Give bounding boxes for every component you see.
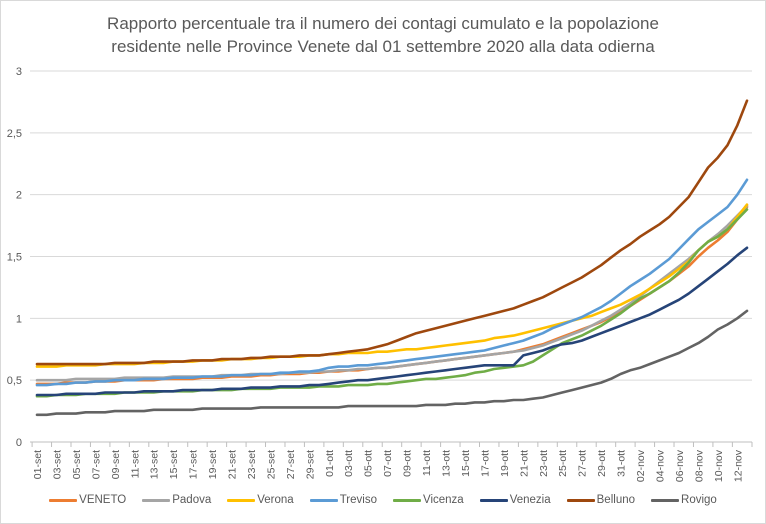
x-tick-label: 29-set: [304, 450, 316, 479]
legend-item-veneto: VENETO: [49, 494, 126, 506]
x-tick-label: 03-set: [51, 450, 63, 479]
x-tick-label: 23-ott: [538, 450, 550, 477]
x-tick-label: 21-set: [227, 450, 239, 479]
legend-item-belluno: Belluno: [566, 494, 636, 506]
y-tick-label: 3: [16, 66, 22, 78]
y-tick-label: 2,5: [7, 128, 22, 140]
x-tick-label: 09-set: [110, 450, 122, 479]
legend-swatch: [479, 498, 508, 502]
x-tick-label: 02-nov: [635, 449, 647, 482]
x-tick-label: 09-ott: [402, 450, 414, 477]
x-tick-label: 19-ott: [499, 450, 511, 477]
legend-label: Treviso: [339, 494, 377, 506]
y-tick-label: 1: [16, 313, 22, 325]
legend-swatch: [309, 498, 338, 502]
x-tick-label: 13-ott: [440, 450, 452, 477]
legend-swatch: [392, 498, 421, 502]
legend-item-verona: Verona: [227, 494, 294, 506]
legend-item-vicenza: Vicenza: [392, 494, 464, 506]
x-axis: 01-set 03-set 05-set 07-set 09-set 11-set 13-s…: [31, 442, 753, 482]
legend-label: Belluno: [596, 494, 636, 506]
legend-label: VENETO: [79, 494, 127, 506]
legend-swatch: [227, 498, 256, 502]
x-tick-label: 23-set: [246, 450, 258, 479]
x-tick-label: 17-set: [188, 450, 200, 479]
legend-swatch: [566, 498, 595, 502]
x-tick-label: 25-set: [265, 450, 277, 479]
series-line-belluno: [35, 99, 749, 366]
x-tick-label: 11-set: [129, 450, 141, 478]
chart-title: Rapporto percentuale tra il numero dei c…: [0, 12, 766, 58]
x-tick-label: 19-set: [207, 450, 219, 479]
legend-label: Rovigo: [681, 494, 717, 506]
x-tick-label: 15-ott: [460, 450, 472, 477]
x-tick-label: 29-ott: [596, 450, 608, 477]
x-tick-label: 31-ott: [616, 450, 628, 477]
x-tick-label: 11-ott: [421, 450, 433, 476]
x-tick-label: 03-ott: [343, 450, 355, 477]
y-tick-label: 0: [16, 437, 22, 449]
x-tick-label: 15-set: [168, 450, 180, 479]
legend-swatch: [49, 498, 78, 502]
legend-swatch: [651, 498, 680, 502]
x-tick-label: 01-ott: [324, 450, 336, 477]
legend-label: Verona: [257, 494, 294, 506]
y-tick-label: 1,5: [7, 252, 22, 264]
y-axis-tick-labels: 0 0,5 1 1,5 2 2,5 3: [7, 66, 22, 449]
x-tick-label: 13-set: [149, 450, 161, 479]
x-tick-label: 10-nov: [713, 449, 725, 482]
x-tick-label: 08-nov: [693, 449, 705, 482]
x-tick-label: 07-ott: [382, 450, 394, 477]
x-tick-label: 05-ott: [363, 450, 375, 477]
x-tick-label: 05-set: [71, 450, 83, 479]
legend-label: Padova: [172, 494, 212, 506]
x-tick-label: 27-set: [285, 450, 297, 479]
legend-item-venezia: Venezia: [479, 494, 551, 506]
legend-swatch: [142, 498, 171, 502]
x-tick-label: 21-ott: [518, 450, 530, 477]
legend-item-padova: Padova: [142, 494, 211, 506]
legend-label: Vicenza: [422, 494, 464, 506]
legend-item-treviso: Treviso: [309, 494, 377, 506]
x-tick-label: 25-ott: [557, 450, 569, 477]
series-line-rovigo: [35, 309, 749, 417]
legend-label: Venezia: [509, 494, 551, 506]
x-tick-label: 12-nov: [732, 449, 744, 482]
legend-item-rovigo: Rovigo: [651, 494, 717, 506]
y-tick-label: 2: [16, 190, 22, 202]
x-tick-label: 17-ott: [479, 450, 491, 477]
series-lines: [35, 99, 749, 417]
x-tick-label: 07-set: [90, 450, 102, 479]
series-line-treviso: [35, 178, 749, 387]
gridlines: [30, 70, 752, 443]
chart-title-line-1: Rapporto percentuale tra il numero dei c…: [107, 14, 659, 33]
x-tick-label: 06-nov: [674, 449, 686, 482]
y-tick-label: 0,5: [7, 375, 22, 387]
chart-title-line-2: residente nelle Province Venete dal 01 s…: [111, 37, 655, 56]
x-tick-label: 04-nov: [654, 449, 666, 482]
x-tick-label: 01-set: [32, 450, 44, 479]
series-line-venezia: [35, 246, 749, 397]
legend: VENETO Padova Verona Treviso Vicenza Venezia B…: [0, 494, 766, 506]
x-tick-label: 27-ott: [577, 450, 589, 477]
